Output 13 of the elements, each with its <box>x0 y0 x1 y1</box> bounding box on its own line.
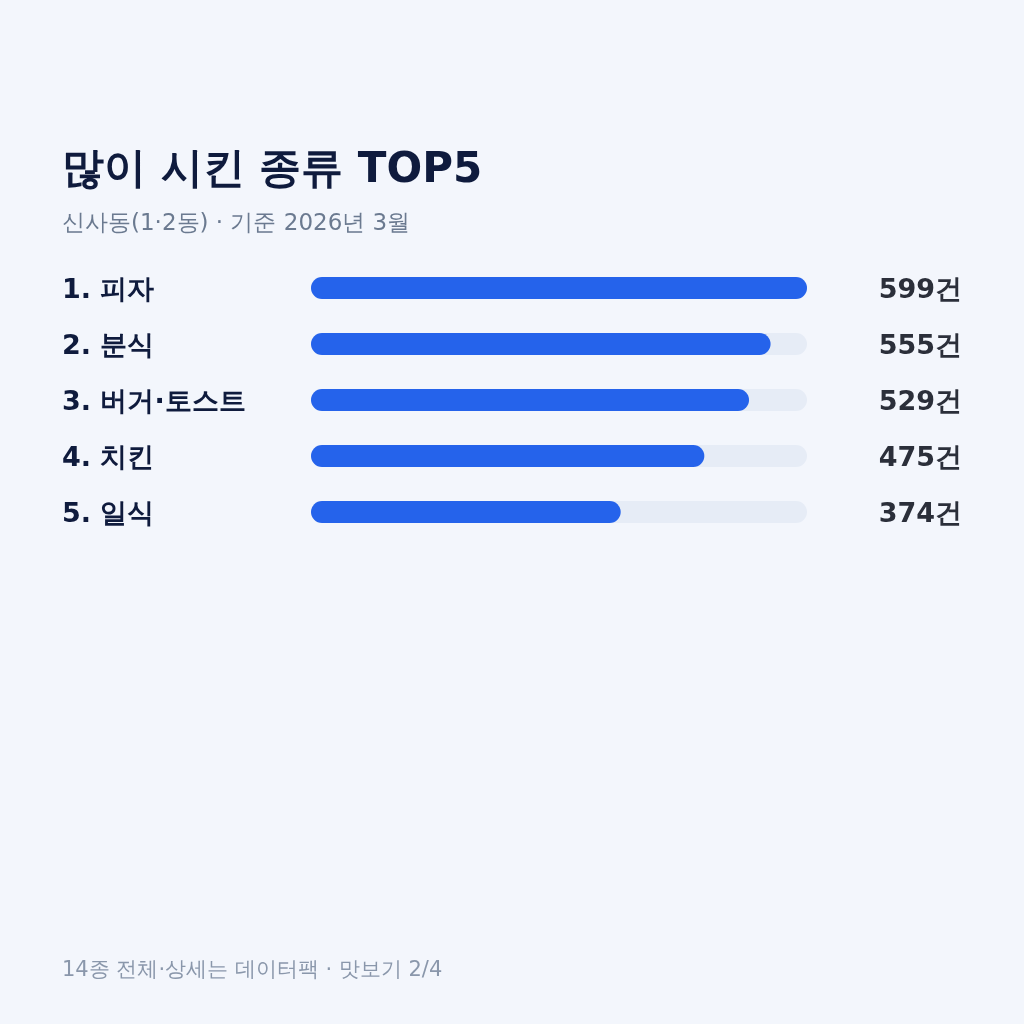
text: 14종 전체·상세는 데이터팩 · 맛보기 2/4 <box>62 957 443 981</box>
y-tick-label: 2. 분식 <box>62 329 155 360</box>
data-label: 374건 <box>878 497 962 528</box>
data-label: 599건 <box>878 273 962 304</box>
data-label: 529건 <box>878 385 962 416</box>
chart-subtitle: 신사동(1·2동) · 기준 2026년 3월 <box>62 209 411 235</box>
y-tick-label: 4. 치킨 <box>62 441 155 472</box>
chart-title: 많이 시킨 종류 TOP5 <box>62 143 483 192</box>
data-label: 475건 <box>878 441 962 472</box>
y-tick-label: 5. 일식 <box>62 497 155 528</box>
y-tick-label: 1. 피자 <box>62 273 155 304</box>
data-label: 555건 <box>878 329 962 360</box>
y-tick-label: 3. 버거·토스트 <box>62 385 246 416</box>
